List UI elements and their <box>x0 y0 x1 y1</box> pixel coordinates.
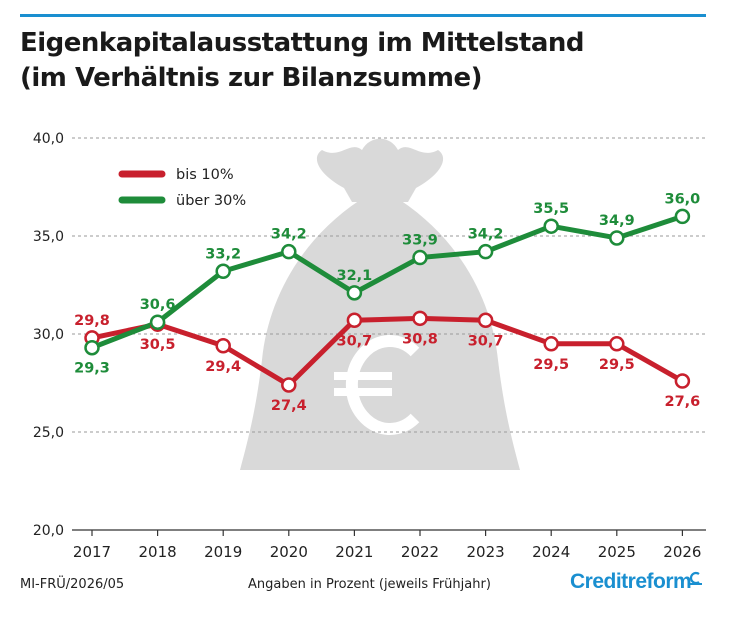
data-label: 34,2 <box>271 227 307 243</box>
y-axis-ticks: 20,0 25,0 30,0 35,0 40,0 <box>33 131 64 539</box>
x-tick-label: 2026 <box>663 543 701 561</box>
legend-label: bis 10% <box>176 167 234 183</box>
data-point <box>215 263 231 280</box>
x-tick-label: 2019 <box>204 543 242 561</box>
x-tick-label: 2021 <box>335 543 373 561</box>
brand-logo: Creditreform <box>570 570 692 593</box>
data-point <box>346 312 363 329</box>
data-label: 33,9 <box>402 233 438 249</box>
data-point <box>674 373 691 389</box>
data-label: 29,4 <box>205 359 241 375</box>
footer-note: Angaben in Prozent (jeweils Frühjahr) <box>248 577 491 592</box>
data-point <box>412 310 428 327</box>
data-label: 30,8 <box>402 331 438 347</box>
data-point <box>412 249 428 266</box>
x-tick-label: 2023 <box>467 543 505 561</box>
y-tick-label: 40,0 <box>33 131 64 147</box>
data-label: 29,5 <box>599 357 635 373</box>
brand-mark-icon <box>688 571 702 585</box>
data-label: 32,1 <box>337 268 373 284</box>
data-label: 35,5 <box>533 201 569 217</box>
x-tick-label: 2022 <box>401 543 439 561</box>
money-bag-knot <box>344 188 416 202</box>
data-point <box>477 312 494 329</box>
data-point <box>84 339 100 356</box>
data-label: 27,6 <box>665 394 701 410</box>
y-tick-label: 20,0 <box>33 523 64 539</box>
data-label: 30,7 <box>468 333 504 349</box>
chart-title: Eigenkapitalausstattung im Mittelstand (… <box>20 26 585 96</box>
data-point <box>543 218 559 234</box>
data-label: 30,5 <box>140 337 176 353</box>
data-label: 29,8 <box>74 313 110 329</box>
data-point <box>346 285 363 301</box>
data-point <box>674 208 691 225</box>
x-tick-label: 2017 <box>73 543 111 561</box>
data-label: 30,7 <box>337 333 373 349</box>
x-tick-label: 2018 <box>139 543 177 561</box>
data-point <box>215 338 231 354</box>
series-line <box>89 315 685 388</box>
line-chart: 20,0 25,0 30,0 35,0 40,0 2017 2018 2019 2020 202… <box>33 131 706 561</box>
title-line-2: (im Verhältnis zur Bilanzsumme) <box>20 63 482 93</box>
data-point <box>281 243 297 260</box>
series-line <box>89 213 685 351</box>
top-accent-line <box>20 14 706 17</box>
x-axis: 2017 2018 2019 2020 2021 2022 2023 2024 2025 2026 <box>73 530 701 561</box>
euro-sign-icon <box>334 335 420 435</box>
title-line-1: Eigenkapitalausstattung im Mittelstand <box>20 28 585 58</box>
data-label: 33,2 <box>205 246 241 262</box>
y-tick-label: 25,0 <box>33 425 64 441</box>
data-label: 34,2 <box>468 227 504 243</box>
x-tick-label: 2020 <box>270 543 308 561</box>
y-tick-label: 35,0 <box>33 229 64 245</box>
legend: bis 10% über 30% <box>118 167 246 209</box>
data-label: 27,4 <box>271 398 307 414</box>
data-label: 29,5 <box>533 357 569 373</box>
data-point <box>543 336 559 352</box>
data-label: 36,0 <box>665 191 701 207</box>
data-point <box>281 377 297 393</box>
data-label: 30,6 <box>140 297 176 313</box>
data-point <box>477 243 494 260</box>
data-point <box>609 336 625 352</box>
money-bag-top <box>316 138 444 188</box>
y-tick-label: 30,0 <box>33 327 64 343</box>
x-tick-label: 2024 <box>532 543 570 561</box>
data-label: 29,3 <box>74 361 110 377</box>
series-group: 29,8 30,5 29,4 27,4 30,7 30,8 30,7 29,5 29,5 27,6… <box>74 191 700 414</box>
money-bag-icon <box>240 138 520 470</box>
data-point <box>609 230 625 246</box>
data-label: 34,9 <box>599 213 635 229</box>
footer-code: MI-FRÜ/2026/05 <box>20 577 125 592</box>
data-point <box>149 314 166 330</box>
x-tick-label: 2025 <box>598 543 636 561</box>
legend-label: über 30% <box>176 193 246 209</box>
